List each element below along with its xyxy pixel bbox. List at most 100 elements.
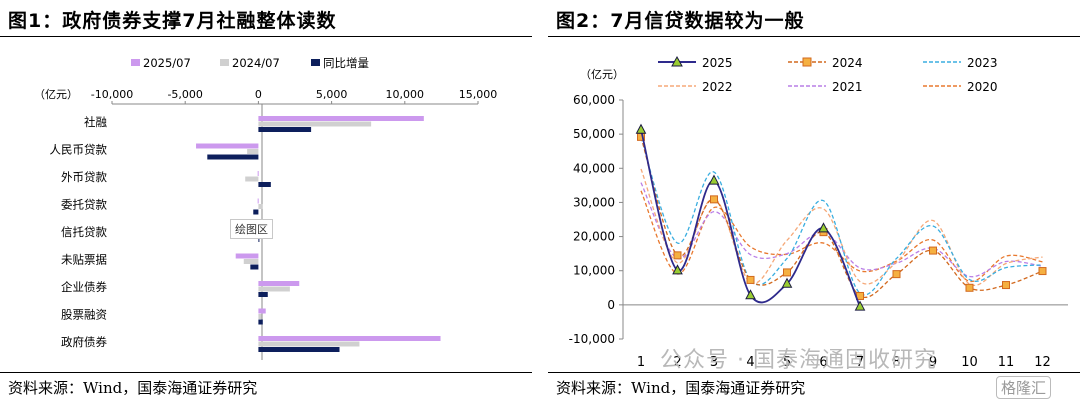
y-tick-label: 50,000 xyxy=(573,127,615,141)
y-tick-label: -10,000 xyxy=(569,332,615,346)
x-tick-label: -5,000 xyxy=(167,88,202,101)
x-tick-label: 3 xyxy=(710,355,718,370)
y-tick-label: 0 xyxy=(607,298,615,312)
point-2025 xyxy=(781,277,793,288)
bar-2024/07 xyxy=(258,314,262,319)
figure-1-bottom-rule xyxy=(0,372,532,373)
legend-label-1: 2025/07 xyxy=(143,56,191,70)
x-tick-label: 2 xyxy=(673,355,681,370)
category-label: 政府债券 xyxy=(61,335,107,349)
figure-1-source: 资料来源：Wind，国泰海通证券研究 xyxy=(8,379,258,397)
x-unit-label: （亿元） xyxy=(34,88,78,101)
figure-2-panel: 图2：7月信贷数据较为一般 2025 2024 2023 2022 2021 2020 （亿… xyxy=(548,0,1080,404)
legend-label-2024: 2024 xyxy=(832,56,863,70)
point-2024 xyxy=(965,283,974,292)
bar-2024/07 xyxy=(243,259,259,264)
legend-swatch-2 xyxy=(220,59,229,66)
legend-label-2023: 2023 xyxy=(967,56,998,70)
point-2025 xyxy=(635,123,647,134)
x-tick-label: 5 xyxy=(783,355,791,370)
legend-marker-2025 xyxy=(671,55,683,67)
y-tick-label: 40,000 xyxy=(573,161,615,175)
point-2024 xyxy=(929,246,937,255)
bar-同比增量 xyxy=(250,264,259,270)
point-2024 xyxy=(710,195,718,204)
x-tick-label: 7 xyxy=(856,355,864,370)
bar-同比增量 xyxy=(207,154,259,160)
point-2025 xyxy=(672,264,683,275)
point-2024 xyxy=(783,268,791,277)
bar-同比增量 xyxy=(258,292,268,297)
bar-2025/07 xyxy=(258,281,300,286)
bar-2024/07 xyxy=(258,121,372,127)
y-tick-label: 20,000 xyxy=(573,230,615,244)
bar-2025/07 xyxy=(258,116,424,121)
figure-2-source: 资料来源：Wind，国泰海通证券研究 xyxy=(556,379,806,397)
category-label: 股票融资 xyxy=(61,308,107,322)
x-tick-label: -10,000 xyxy=(91,88,133,101)
category-label: 未贴票据 xyxy=(61,253,107,267)
figure-1-title: 图1：政府债券支撑7月社融整体读数 xyxy=(8,10,337,32)
figure-2-line-chart: 2025 2024 2023 2022 2021 2020 （亿元） -10,000 0 10,0… xyxy=(569,55,1068,370)
bar-同比增量 xyxy=(258,182,271,187)
bar-同比增量 xyxy=(258,347,340,352)
y-tick-label: 60,000 xyxy=(573,93,615,107)
bar-同比增量 xyxy=(258,237,260,242)
category-label: 外币贷款 xyxy=(61,170,107,184)
figure-2-top-rule xyxy=(548,36,1080,37)
watermark-logo: 格隆汇 xyxy=(996,376,1052,399)
bar-2024/07 xyxy=(247,149,259,154)
figure-1-bar-chart: 2025/07 2024/07 同比增量 （亿元） -10,000 -5,000 0 5,00… xyxy=(34,56,498,360)
point-2024 xyxy=(673,251,682,260)
bar-同比增量 xyxy=(253,209,259,215)
x-tick-label: 15,000 xyxy=(459,88,498,101)
category-label: 社融 xyxy=(84,115,107,129)
bar-2025/07 xyxy=(257,171,259,176)
x-tick-label: 1 xyxy=(637,355,645,370)
bar-2025/07 xyxy=(235,253,259,259)
point-2024 xyxy=(746,275,755,284)
bar-2024/07 xyxy=(258,341,360,347)
figure-1-top-rule xyxy=(0,36,532,37)
line-2023 xyxy=(640,137,1043,296)
x-tick-label: 4 xyxy=(746,355,754,370)
bar-2025/07 xyxy=(258,308,266,314)
figure-1-panel: 图1：政府债券支撑7月社融整体读数 2025/07 2024/07 同比增量 （亿元）… xyxy=(0,0,532,404)
legend-marker-2024 xyxy=(802,57,812,67)
x-tick-label: 5,000 xyxy=(316,88,348,101)
bar-2025/07 xyxy=(196,143,259,149)
plot-area-tooltip: 绘图区 xyxy=(230,219,273,239)
legend-label-2: 2024/07 xyxy=(232,56,280,70)
bar-同比增量 xyxy=(258,127,312,132)
legend-label-2025: 2025 xyxy=(702,56,733,70)
x-tick-label: 11 xyxy=(998,355,1015,370)
category-label: 人民币贷款 xyxy=(50,143,108,157)
x-tick-label: 0 xyxy=(255,88,262,101)
line-2022 xyxy=(640,168,1043,287)
category-label: 信托贷款 xyxy=(61,225,107,239)
x-tick-label: 10,000 xyxy=(386,88,425,101)
bar-2024/07 xyxy=(245,176,259,182)
point-2025 xyxy=(818,222,829,233)
x-tick-label: 9 xyxy=(929,355,937,370)
point-2025 xyxy=(854,300,866,311)
bar-2025/07 xyxy=(258,336,441,341)
bar-同比增量 xyxy=(258,319,263,325)
point-2024 xyxy=(892,270,901,279)
bar-2025/07 xyxy=(257,198,259,204)
point-2025 xyxy=(745,289,756,300)
bar-2024/07 xyxy=(258,286,290,292)
y-tick-label: 10,000 xyxy=(573,264,615,278)
x-tick-label: 6 xyxy=(819,355,827,370)
x-tick-label: 8 xyxy=(892,355,900,370)
legend-swatch-3 xyxy=(311,59,320,66)
y-tick-label: 30,000 xyxy=(573,195,615,209)
point-2024 xyxy=(1002,281,1010,290)
figure-2-bottom-rule xyxy=(548,372,1080,373)
figure-2-title: 图2：7月信贷数据较为一般 xyxy=(556,10,805,32)
x-tick-label: 12 xyxy=(1034,355,1051,370)
legend-label-3: 同比增量 xyxy=(323,56,369,70)
point-2025 xyxy=(708,174,720,185)
bar-2024/07 xyxy=(258,204,263,209)
legend-label-2021: 2021 xyxy=(832,80,863,94)
